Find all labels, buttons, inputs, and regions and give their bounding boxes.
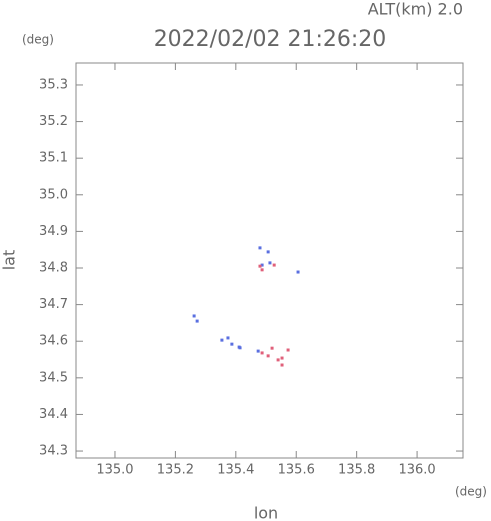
echo-point [256, 349, 260, 353]
echo-point [220, 338, 224, 342]
y-tick-label: 35.3 [39, 77, 68, 92]
x-tick-label: 135.4 [217, 463, 254, 478]
y-tick-label: 35.2 [39, 114, 68, 129]
y-tick-label: 35.1 [39, 151, 68, 166]
y-tick-label: 34.6 [39, 334, 68, 349]
x-tick-label: 135.2 [157, 463, 194, 478]
x-unit: (deg) [455, 485, 487, 499]
echo-point [266, 250, 270, 254]
y-unit: (deg) [22, 33, 54, 47]
echo-point [260, 268, 264, 272]
chart-subtitle: ALT(km) 2.0 [368, 0, 463, 19]
echo-point [192, 314, 196, 318]
y-tick-label: 34.4 [39, 407, 68, 422]
echo-point [272, 263, 276, 267]
x-tick-label: 135.8 [338, 463, 375, 478]
echo-point [195, 319, 199, 323]
y-tick-label: 34.5 [39, 370, 68, 385]
echo-point [226, 336, 230, 340]
echo-point [280, 356, 284, 360]
echo-point [258, 264, 262, 268]
echo-point [270, 346, 274, 350]
y-tick-label: 34.8 [39, 261, 68, 276]
chart-title: 2022/02/02 21:26:20 [154, 27, 387, 52]
y-axis-label: lat [0, 250, 19, 271]
echo-point [280, 363, 284, 367]
echo-point [260, 263, 264, 267]
x-tick-label: 135.0 [96, 463, 133, 478]
echo-point [258, 246, 262, 250]
echo-point [230, 342, 234, 346]
echo-point [238, 346, 242, 350]
echo-point [286, 348, 290, 352]
y-tick-label: 34.3 [39, 444, 68, 459]
echo-point [276, 358, 280, 362]
y-tick-label: 34.9 [39, 224, 68, 239]
echo-point [260, 351, 264, 355]
echo-point [266, 354, 270, 358]
echo-point [268, 261, 272, 265]
y-tick-label: 34.7 [39, 297, 68, 312]
echo-point [296, 270, 300, 274]
x-tick-label: 136.0 [398, 463, 435, 478]
plot-frame [75, 62, 464, 459]
x-tick-label: 135.6 [278, 463, 315, 478]
x-axis-label: lon [254, 504, 278, 521]
y-tick-label: 35.0 [39, 187, 68, 202]
